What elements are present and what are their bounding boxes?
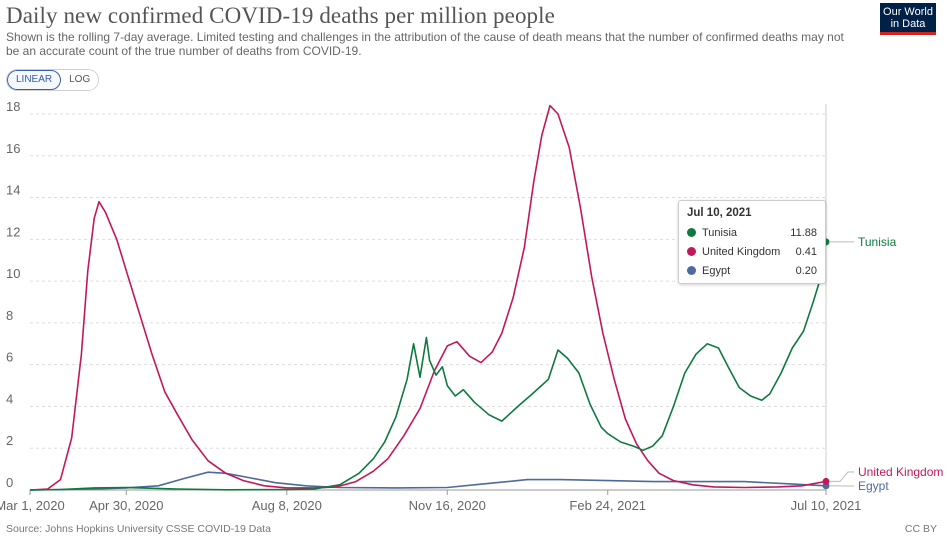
x-tick-label: Apr 30, 2020 [89, 498, 163, 513]
tooltip-date: Jul 10, 2021 [687, 207, 752, 219]
source-note[interactable]: Source: Johns Hopkins University CSSE CO… [6, 523, 271, 535]
x-tick-label: Feb 24, 2021 [569, 498, 646, 513]
tunisia-dot-icon [687, 228, 696, 237]
united-kingdom-line [29, 104, 827, 491]
united-kingdom-endpoint [822, 477, 830, 485]
line-chart: 0 2 4 6 8 10 12 14 16 18 Mar 1, 2020 Apr 30, 2020 Au… [0, 99, 943, 513]
y-tick-label: 16 [6, 141, 20, 156]
y-tick-label: 8 [6, 308, 13, 323]
egypt-end-label: Egypt [858, 479, 889, 493]
tooltip-series-value: 0.41 [795, 245, 817, 258]
tooltip-series-value: 0.20 [795, 264, 817, 277]
y-tick-label: 2 [6, 433, 13, 448]
egypt-dot-icon [687, 266, 696, 275]
chart-subtitle: Shown is the rolling 7-day average. Limi… [6, 30, 844, 58]
x-tick-label: Mar 1, 2020 [0, 498, 65, 513]
tooltip-row-egypt: Egypt 0.20 [687, 261, 817, 280]
egypt-line [29, 471, 827, 491]
y-tick-label: 0 [6, 475, 13, 490]
tooltip-series-value: 11.88 [790, 226, 817, 239]
owid-logo[interactable]: Our World in Data [880, 3, 936, 35]
y-tick-label: 18 [6, 99, 20, 114]
y-tick-label: 12 [6, 224, 20, 239]
logo-line-2: in Data [890, 18, 926, 30]
x-tick-label: Aug 8, 2020 [252, 498, 322, 513]
x-tick-label: Jul 10, 2021 [791, 498, 862, 513]
tooltip-row-tunisia: Tunisia 11.88 [687, 223, 817, 242]
united-kingdom-end-label: United Kingdom [858, 465, 943, 479]
united-kingdom-label-connector [830, 471, 854, 482]
y-tick-label: 4 [6, 391, 13, 406]
logo-line-1: Our World [883, 6, 933, 18]
chart-title: Daily new confirmed COVID-19 deaths per … [6, 3, 555, 28]
license-link[interactable]: CC BY [904, 523, 937, 535]
y-tick-label: 10 [6, 266, 20, 281]
united-kingdom-dot-icon [687, 247, 696, 256]
y-tick-label: 6 [6, 350, 13, 365]
x-tick-label: Nov 16, 2020 [409, 498, 486, 513]
tooltip-series-name: Tunisia [702, 226, 738, 239]
tooltip-series-name: United Kingdom [702, 245, 781, 258]
scale-toggle: LINEAR LOG [6, 69, 100, 91]
tunisia-line [29, 241, 827, 491]
log-scale-button[interactable]: LOG [61, 70, 99, 90]
tooltip-row-united-kingdom: United Kingdom 0.41 [687, 242, 817, 261]
linear-scale-button[interactable]: LINEAR [7, 70, 62, 90]
tunisia-end-label: Tunisia [858, 235, 897, 249]
hover-tooltip: Jul 10, 2021 Tunisia 11.88 United Kingdo… [678, 200, 826, 284]
tooltip-series-name: Egypt [702, 264, 731, 277]
y-tick-label: 14 [6, 183, 20, 198]
